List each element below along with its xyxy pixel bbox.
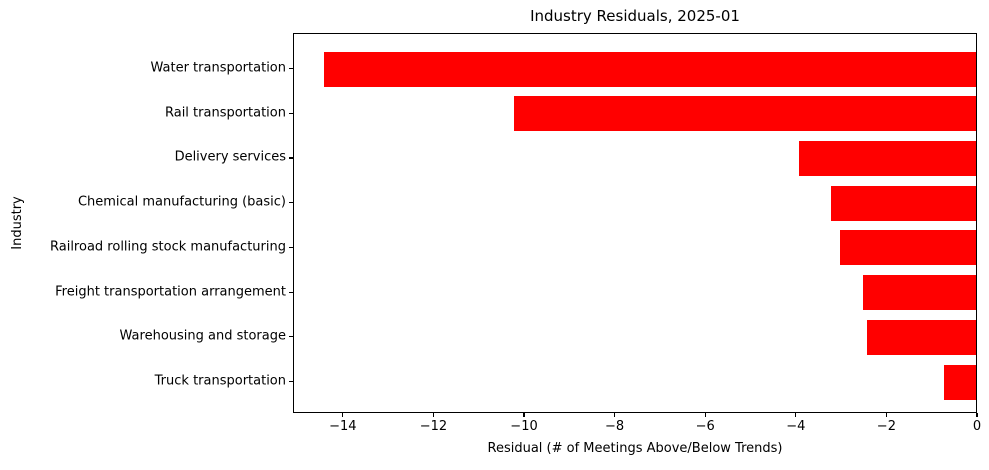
x-axis-label: Residual (# of Meetings Above/Below Tren… <box>487 441 783 456</box>
x-tick-label: −8 <box>605 419 625 434</box>
x-tick-label: −4 <box>786 419 806 434</box>
bar-chemical-manufacturing-basic <box>831 185 976 221</box>
bar-railroad-rolling-stock-manufacturing <box>840 230 976 266</box>
y-tick-mark <box>289 381 293 383</box>
plot-area <box>293 33 977 413</box>
x-tick-mark <box>614 413 616 417</box>
y-tick-mark <box>289 336 293 338</box>
y-tick-label: Chemical manufacturing (basic) <box>77 194 286 210</box>
y-tick-mark <box>289 246 293 249</box>
bar-freight-transportation-arrangement <box>862 275 976 311</box>
x-tick-mark <box>885 413 887 417</box>
x-tick-label: −6 <box>695 419 715 434</box>
y-tick-label: Freight transportation arrangement <box>55 284 286 300</box>
x-tick-mark <box>976 413 978 417</box>
bar-rail-transportation <box>513 96 976 132</box>
x-tick-mark <box>795 413 797 417</box>
y-tick-label: Water transportation <box>150 60 287 76</box>
y-tick-label: Delivery services <box>174 149 286 165</box>
y-tick-mark <box>289 157 293 159</box>
y-tick-mark <box>289 112 293 114</box>
x-tick-label: −2 <box>876 419 896 434</box>
x-tick-label: −10 <box>510 419 538 434</box>
y-tick-label: Truck transportation <box>154 373 286 389</box>
y-tick-label: Rail transportation <box>164 105 286 121</box>
x-tick-mark <box>523 413 525 417</box>
x-tick-label: −12 <box>419 419 448 434</box>
x-tick-mark <box>704 413 706 417</box>
bar-warehousing-and-storage <box>867 319 976 355</box>
y-axis-label: Industry <box>10 196 25 250</box>
x-tick-mark <box>342 413 344 417</box>
chart-title: Industry Residuals, 2025-01 <box>530 7 740 25</box>
x-tick-label: 0 <box>972 419 982 434</box>
y-tick-label: Railroad rolling stock manufacturing <box>50 239 286 255</box>
bar-truck-transportation <box>944 364 976 400</box>
x-tick-label: −14 <box>329 419 357 434</box>
y-tick-mark <box>289 291 293 293</box>
x-tick-mark <box>432 413 434 417</box>
y-tick-mark <box>289 202 293 204</box>
y-tick-mark <box>289 68 293 70</box>
bar-delivery-services <box>799 140 976 176</box>
y-tick-label: Warehousing and storage <box>119 328 286 344</box>
bar-water-transportation <box>323 51 976 87</box>
